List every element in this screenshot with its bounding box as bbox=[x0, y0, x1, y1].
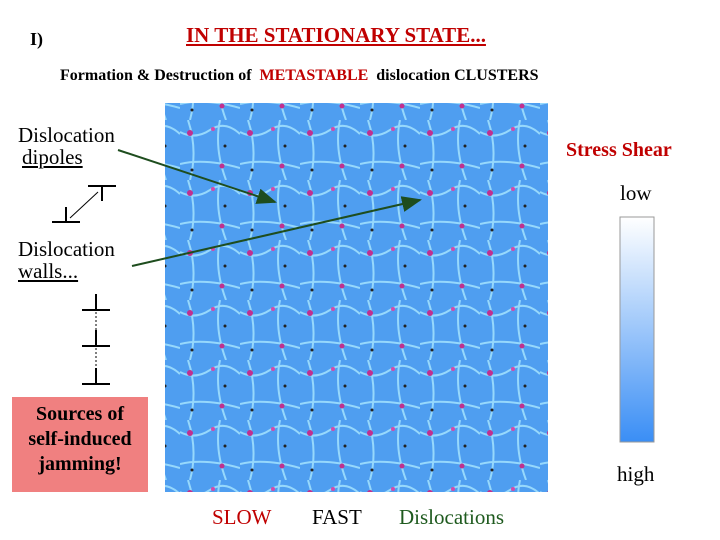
note-box bbox=[12, 397, 148, 492]
line: jamming! bbox=[38, 453, 122, 475]
dipoles-label: Dislocation dipoles bbox=[18, 124, 115, 168]
line: self-induced bbox=[28, 428, 132, 450]
scale-low: low bbox=[620, 181, 652, 205]
arrow bbox=[117, 149, 277, 204]
footer-slow: SLOW bbox=[212, 505, 272, 529]
line: walls... bbox=[18, 259, 79, 284]
subtitle-text: dislocation CLUSTERS bbox=[376, 67, 539, 84]
subtitle-text: Formation & Destruction of bbox=[60, 67, 252, 84]
note-text: Sources of self-induced jamming! bbox=[12, 402, 148, 477]
walls-label: Dislocation walls... bbox=[18, 238, 115, 282]
footer-label: Dislocations bbox=[399, 505, 504, 529]
wall-symbol bbox=[82, 294, 110, 385]
dipole-symbol bbox=[52, 185, 116, 223]
scale-title: Stress Shear bbox=[566, 139, 672, 161]
subtitle-highlight: METASTABLE bbox=[259, 67, 369, 84]
footer-fast: FAST bbox=[312, 505, 362, 529]
line: Sources of bbox=[36, 403, 124, 425]
section-label: I) bbox=[30, 29, 43, 49]
simulation-image bbox=[165, 103, 548, 492]
line: Dislocation bbox=[18, 123, 115, 147]
line: Dislocation bbox=[18, 237, 115, 261]
scale-high: high bbox=[617, 462, 655, 486]
title: IN THE STATIONARY STATE... bbox=[186, 23, 486, 47]
subtitle: Formation & Destruction of METASTABLE di… bbox=[60, 67, 539, 85]
arrow bbox=[131, 196, 422, 267]
color-bar bbox=[619, 216, 655, 443]
line: dipoles bbox=[22, 145, 83, 170]
